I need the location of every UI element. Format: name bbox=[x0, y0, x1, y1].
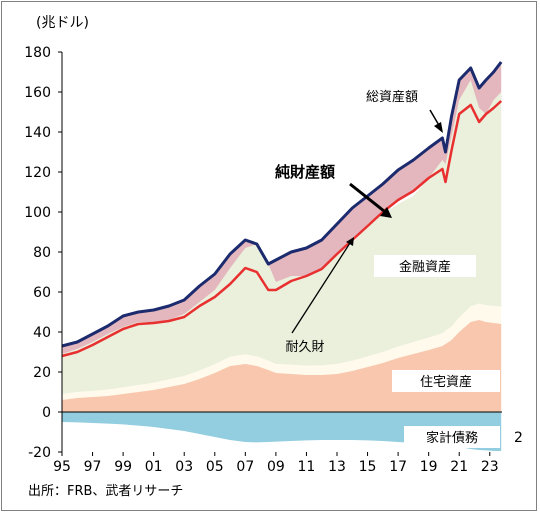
x-tick-label: 11 bbox=[298, 459, 316, 475]
x-tick-label: 21 bbox=[450, 459, 468, 475]
y-tick-label: 180 bbox=[24, 45, 51, 61]
x-tick-label: 09 bbox=[267, 459, 285, 475]
x-tick-label: 01 bbox=[145, 459, 163, 475]
y-tick-label: 60 bbox=[33, 285, 51, 301]
y-tick-label: -20 bbox=[28, 445, 51, 461]
y-tick-label: 120 bbox=[24, 165, 51, 181]
label-debt: 家計債務 bbox=[426, 430, 478, 446]
label-housing: 住宅資産 bbox=[420, 374, 472, 390]
x-tick-label: 97 bbox=[84, 459, 102, 475]
x-tick-label: 03 bbox=[175, 459, 193, 475]
x-tick-label: 13 bbox=[328, 459, 346, 475]
y-tick-label: 40 bbox=[33, 325, 51, 341]
source-note: 出所：FRB、武者リサーチ bbox=[28, 480, 183, 499]
x-tick-label: 15 bbox=[359, 459, 377, 475]
x-tick-label: 17 bbox=[389, 459, 407, 475]
y-tick-label: 0 bbox=[42, 405, 51, 421]
label-total-assets: 総資産額 bbox=[366, 89, 418, 105]
y-tick-label: 160 bbox=[24, 85, 51, 101]
x-tick-label: 19 bbox=[420, 459, 438, 475]
label-net-worth: 純財産額 bbox=[275, 163, 335, 181]
x-tick-label: 05 bbox=[206, 459, 224, 475]
label-side-note: 2 bbox=[514, 430, 523, 446]
y-tick-label: 80 bbox=[33, 245, 51, 261]
y-tick-label: 140 bbox=[24, 125, 51, 141]
x-tick-label: 23 bbox=[481, 459, 499, 475]
y-tick-label: 100 bbox=[24, 205, 51, 221]
x-tick-label: 99 bbox=[114, 459, 132, 475]
x-tick-label: 95 bbox=[53, 459, 71, 475]
label-financial-assets: 金融資産 bbox=[399, 259, 451, 275]
pointer-total-assets-head bbox=[434, 122, 443, 133]
y-unit-label: (兆ドル) bbox=[36, 15, 89, 31]
y-tick-label: 20 bbox=[33, 365, 51, 381]
label-durables: 耐久財 bbox=[285, 340, 324, 355]
x-tick-label: 07 bbox=[236, 459, 254, 475]
